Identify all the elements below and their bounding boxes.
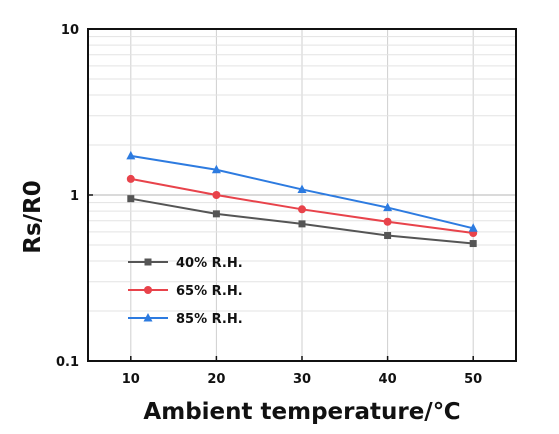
data-point-triangle: [297, 184, 307, 193]
x-tick-label: 20: [207, 372, 225, 387]
series-3: [126, 150, 478, 232]
y-tick-label: 0.1: [56, 355, 79, 370]
data-point-square: [298, 220, 306, 228]
axis-ticks: 10 20 30 40 50 0.1 1 10: [56, 23, 482, 387]
legend-label: 40% R.H.: [176, 256, 243, 271]
data-point-circle: [383, 217, 392, 226]
data-point-triangle: [143, 313, 153, 322]
data-point-triangle: [126, 150, 136, 160]
data-point-circle: [126, 174, 135, 183]
data-point-square: [144, 258, 152, 266]
y-axis-title: Rs/R0: [20, 180, 46, 254]
x-tick-label: 40: [379, 372, 397, 387]
legend: 40% R.H. 65% R.H. 85% R.H.: [128, 256, 243, 327]
x-tick-label: 10: [122, 372, 140, 387]
y-tick-label: 10: [61, 23, 79, 38]
x-axis-title: Ambient temperature/℃: [143, 399, 460, 425]
legend-item: 85% R.H.: [128, 312, 243, 327]
legend-item: 40% R.H.: [128, 256, 243, 271]
legend-label: 85% R.H.: [176, 312, 243, 327]
data-point-triangle: [383, 202, 393, 212]
x-tick-label: 50: [464, 372, 482, 387]
data-point-circle: [298, 205, 306, 214]
x-tick-label: 30: [293, 372, 311, 387]
data-point-square: [469, 240, 477, 248]
series-2: [126, 174, 478, 238]
legend-item: 65% R.H.: [128, 284, 243, 299]
data-point-square: [384, 232, 392, 240]
legend-label: 65% R.H.: [176, 284, 243, 299]
data-point-triangle: [211, 164, 221, 174]
data-point-triangle: [468, 223, 478, 232]
data-point-square: [127, 195, 135, 203]
data-point-circle: [144, 286, 152, 294]
data-point-square: [212, 210, 220, 218]
grid: [88, 29, 516, 361]
y-tick-label: 1: [70, 189, 79, 204]
data-point-circle: [212, 191, 221, 199]
series-1: [127, 195, 477, 248]
series-lines: [126, 150, 478, 248]
